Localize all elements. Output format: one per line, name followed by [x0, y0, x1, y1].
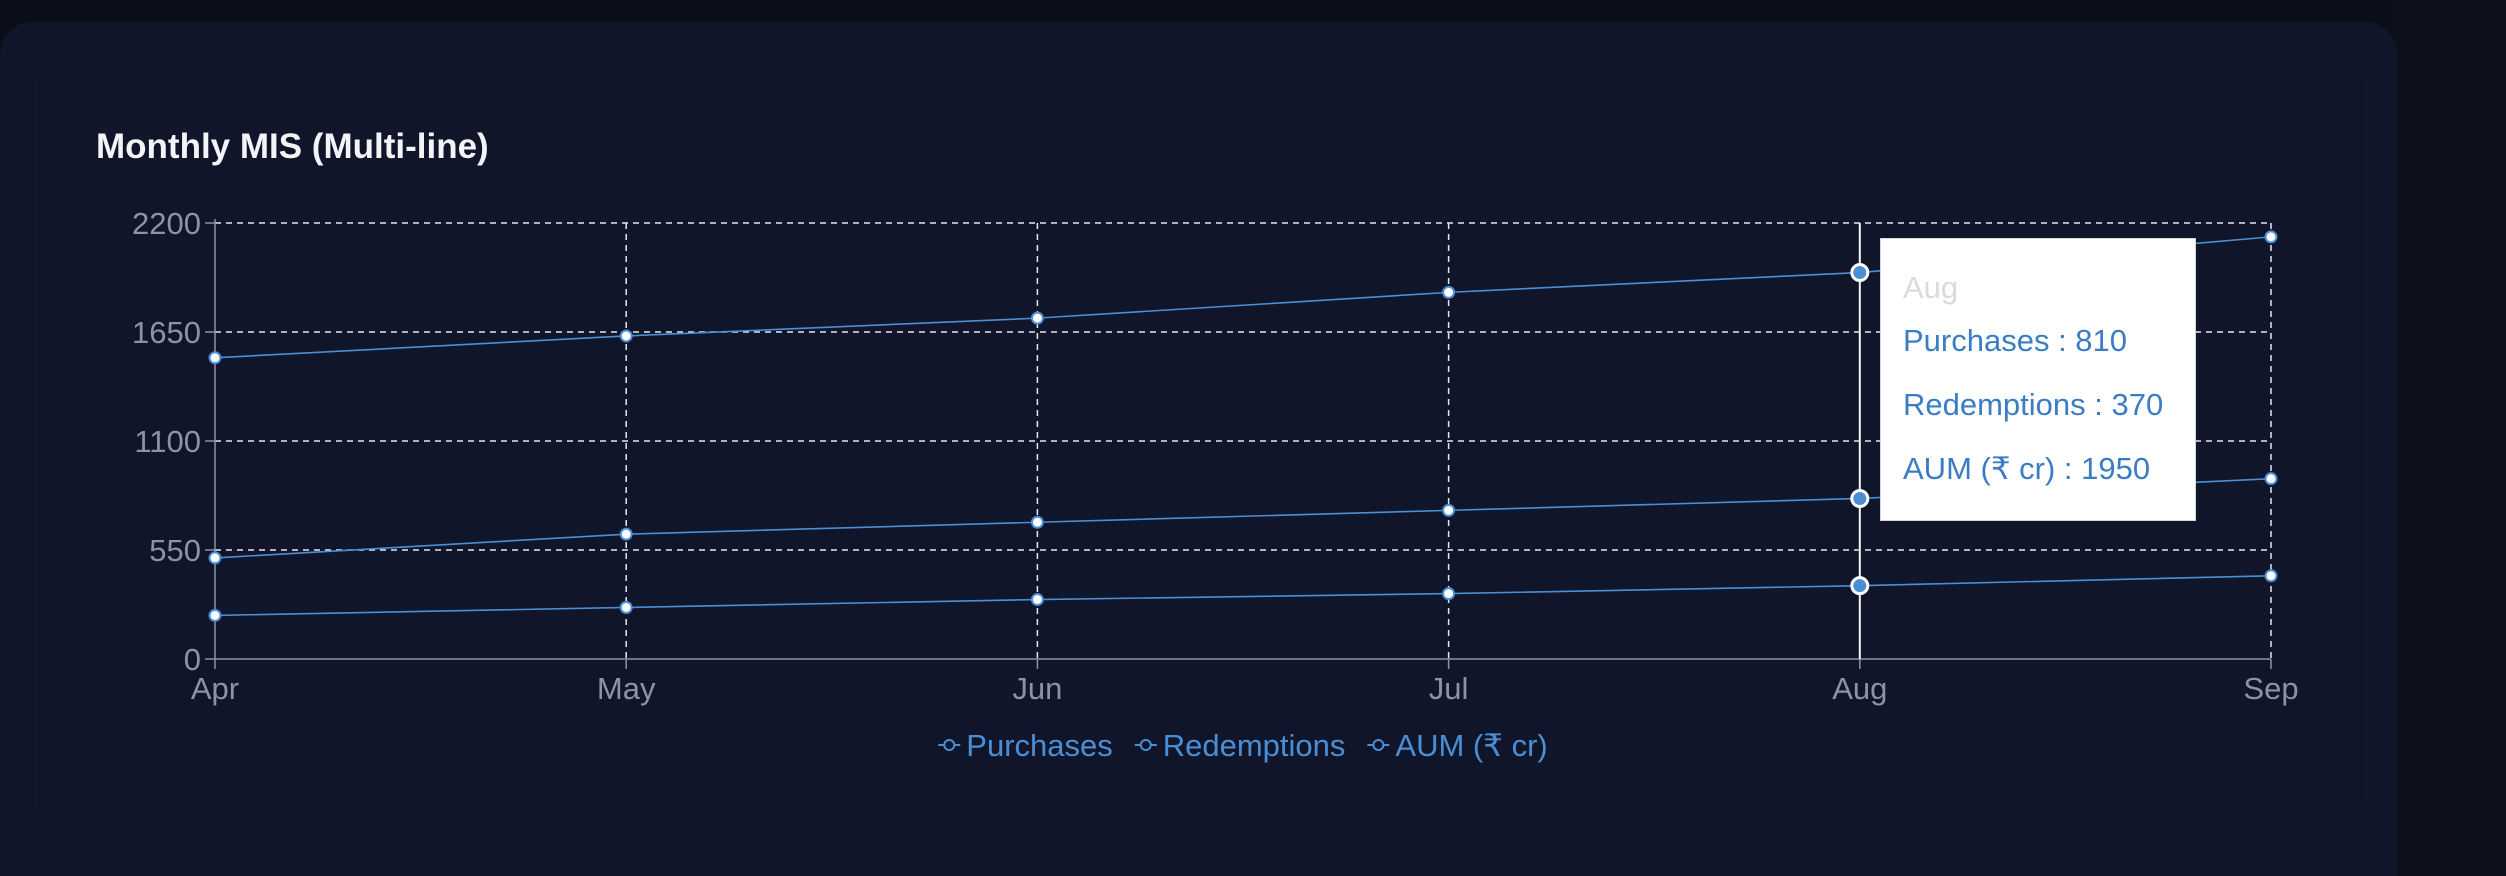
legend-marker-dot-redemptions: [1139, 739, 1152, 751]
legend-label-purchases: Purchases: [966, 728, 1112, 763]
data-point-aum-cr: [1030, 311, 1044, 325]
y-tick-label: 1100: [134, 424, 201, 459]
legend-marker-dot-aum-cr: [1372, 739, 1385, 751]
data-point-redemptions: [1442, 587, 1456, 601]
data-point-aum-cr: [2264, 230, 2278, 244]
x-tick-label: Apr: [191, 671, 239, 706]
data-point-redemptions: [1850, 576, 1870, 596]
chart-tooltip: Aug Purchases : 810 Redemptions : 370 AU…: [1880, 238, 2196, 521]
data-point-aum-cr: [1442, 285, 1456, 299]
x-tick-label: Aug: [1832, 671, 1887, 706]
data-point-purchases: [1442, 503, 1456, 517]
page-side-strip: [2395, 0, 2506, 876]
y-tick-label: 1650: [132, 315, 201, 350]
legend-label-redemptions: Redemptions: [1163, 728, 1346, 763]
data-point-purchases: [1030, 515, 1044, 529]
data-point-aum-cr: [1850, 263, 1870, 283]
legend-label-aum-cr: AUM (₹ cr): [1395, 728, 1547, 763]
data-point-purchases: [2264, 472, 2278, 486]
data-point-redemptions: [208, 608, 222, 622]
data-point-aum-cr: [619, 329, 633, 343]
chart-legend: Purchases Redemptions AUM (₹ cr): [938, 728, 1548, 763]
data-point-aum-cr: [208, 351, 222, 365]
data-point-redemptions: [2264, 569, 2278, 583]
data-point-purchases: [1850, 488, 1870, 508]
chart-title: Monthly MIS (Multi-line): [96, 127, 489, 166]
tooltip-title: Aug: [1903, 270, 1959, 305]
tooltip-line-purchases: Purchases : 810: [1903, 323, 2128, 358]
data-point-purchases: [619, 527, 633, 541]
y-tick-label: 2200: [132, 206, 201, 241]
series-line-redemptions: [214, 574, 2272, 617]
data-point-purchases: [208, 551, 222, 565]
tooltip-line-redemptions: Redemptions : 370: [1903, 387, 2164, 422]
x-tick-label: May: [597, 671, 656, 706]
chart-axes: 0 550 1100 1650 2200 Apr May Jun Jul Aug Sep: [132, 206, 2299, 706]
chart-points: [208, 230, 2278, 622]
x-tick-label: Jun: [1012, 671, 1062, 706]
legend-marker-dot-purchases: [943, 739, 956, 751]
x-tick-label: Jul: [1429, 671, 1469, 706]
data-point-redemptions: [1030, 593, 1044, 607]
tooltip-line-aum: AUM (₹ cr) : 1950: [1903, 451, 2151, 486]
y-tick-label: 550: [149, 533, 201, 568]
chart-grid: [215, 222, 2272, 659]
data-point-redemptions: [619, 600, 633, 614]
x-tick-label: Sep: [2243, 671, 2298, 706]
y-tick-label: 0: [184, 642, 201, 677]
